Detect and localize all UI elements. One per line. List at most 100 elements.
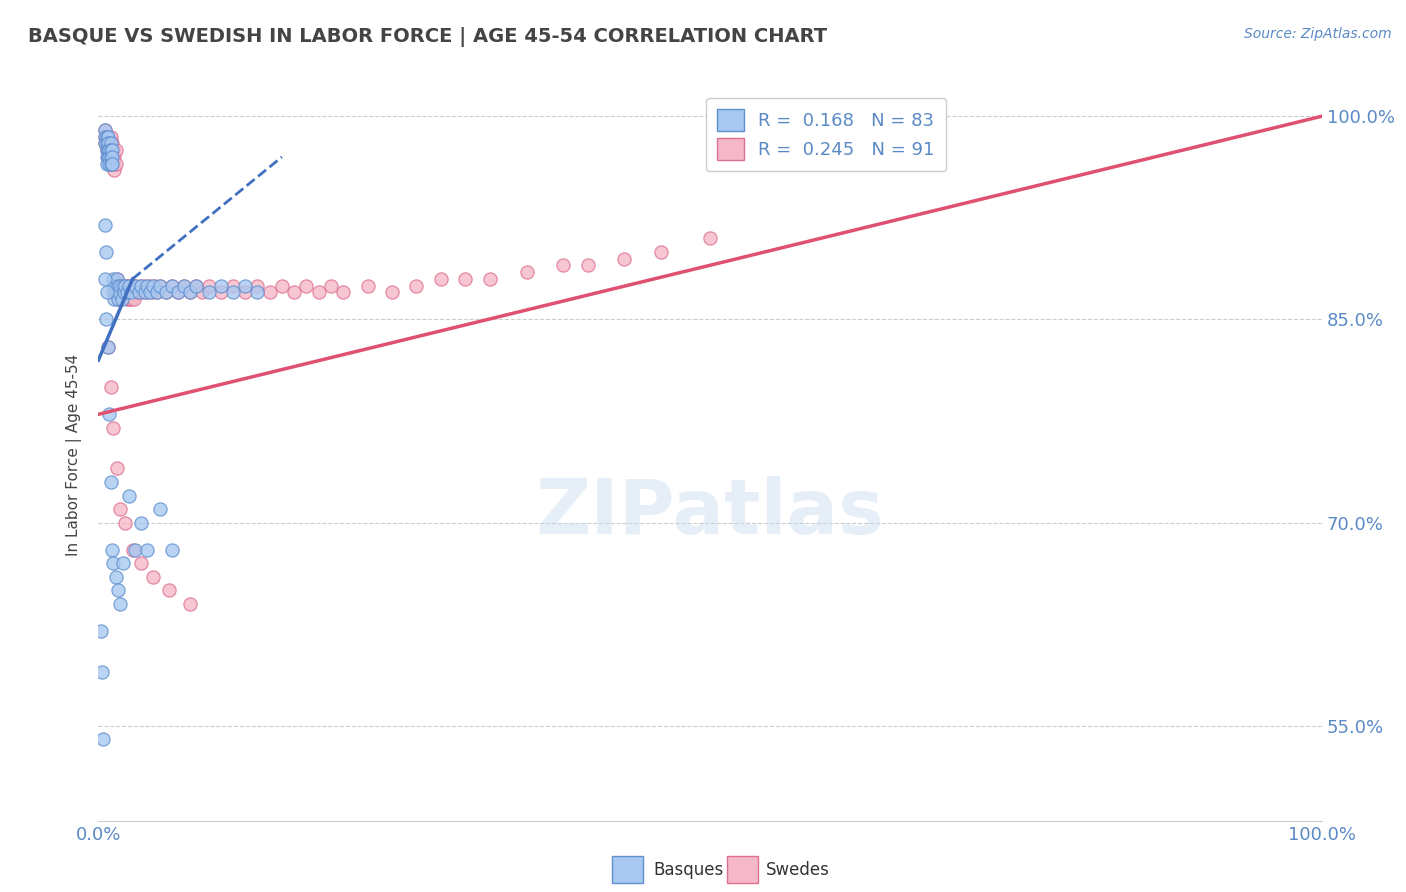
Point <box>97 150 120 164</box>
Point <box>97 340 120 354</box>
Point <box>179 597 201 611</box>
Point <box>142 570 165 584</box>
Point <box>111 292 134 306</box>
Point <box>122 292 145 306</box>
Point <box>103 278 125 293</box>
Point <box>97 136 120 151</box>
Point <box>129 278 152 293</box>
Point <box>98 407 121 421</box>
Point <box>179 285 201 300</box>
Point <box>650 244 672 259</box>
Point <box>93 129 115 144</box>
Point <box>120 285 142 300</box>
Point <box>134 285 156 300</box>
Point <box>94 312 117 326</box>
Point <box>173 278 195 293</box>
Point <box>96 136 118 151</box>
Point <box>93 272 115 286</box>
Y-axis label: In Labor Force | Age 45-54: In Labor Force | Age 45-54 <box>66 354 83 556</box>
Point <box>107 278 129 293</box>
Point <box>136 285 159 300</box>
Point <box>167 285 190 300</box>
Text: Swedes: Swedes <box>766 861 830 879</box>
Point <box>101 150 124 164</box>
Point <box>129 516 152 530</box>
Point <box>98 143 121 157</box>
Point <box>120 292 142 306</box>
Point <box>97 143 120 157</box>
Point <box>179 285 201 300</box>
Point <box>101 157 124 171</box>
Point <box>699 231 721 245</box>
Point <box>101 285 124 300</box>
Point <box>105 285 128 300</box>
Text: BASQUE VS SWEDISH IN LABOR FORCE | AGE 45-54 CORRELATION CHART: BASQUE VS SWEDISH IN LABOR FORCE | AGE 4… <box>28 27 827 46</box>
Point <box>108 285 131 300</box>
Point <box>121 278 143 293</box>
Point <box>100 475 122 489</box>
Point <box>98 150 121 164</box>
Point <box>283 285 305 300</box>
Point <box>118 278 141 293</box>
Point <box>96 143 118 157</box>
Point <box>100 157 122 171</box>
Point <box>111 278 134 293</box>
Point <box>186 278 208 293</box>
Point <box>97 129 120 144</box>
Point <box>197 278 219 293</box>
Point <box>270 278 294 293</box>
Point <box>136 542 159 557</box>
Point <box>101 556 124 570</box>
Point <box>96 285 118 300</box>
Point <box>259 285 281 300</box>
Point <box>246 278 269 293</box>
Point <box>98 157 121 171</box>
Point <box>155 285 177 300</box>
Point <box>107 292 129 306</box>
Point <box>97 129 120 144</box>
Point <box>93 129 115 144</box>
Point <box>129 278 152 293</box>
Point <box>124 278 146 293</box>
Point <box>97 136 120 151</box>
Point <box>108 278 131 293</box>
Point <box>478 272 501 286</box>
Point <box>222 278 245 293</box>
Point <box>111 278 134 293</box>
Point <box>209 285 232 300</box>
Point <box>149 278 172 293</box>
Point <box>515 265 537 279</box>
Point <box>93 218 115 232</box>
Point <box>100 150 122 164</box>
Point <box>405 278 427 293</box>
Point <box>146 285 169 300</box>
Point <box>131 285 153 300</box>
Point <box>142 278 165 293</box>
Point <box>454 272 477 286</box>
Point <box>141 285 163 300</box>
Point <box>381 285 404 300</box>
Point <box>173 278 195 293</box>
Point <box>115 292 138 306</box>
Point <box>613 252 636 266</box>
Point <box>110 597 132 611</box>
Point <box>103 163 125 178</box>
Point <box>94 244 117 259</box>
Point <box>120 278 142 293</box>
Point <box>576 258 599 272</box>
Point <box>308 285 330 300</box>
Point <box>105 461 128 475</box>
Point <box>118 292 141 306</box>
Point <box>222 285 245 300</box>
Point <box>160 278 183 293</box>
Point <box>93 136 115 151</box>
Text: ZIPatlas: ZIPatlas <box>536 476 884 550</box>
Point <box>233 285 256 300</box>
Point <box>197 285 219 300</box>
Point <box>186 278 208 293</box>
Point <box>209 278 232 293</box>
Point <box>97 340 120 354</box>
Point <box>101 150 124 164</box>
Point <box>127 285 149 300</box>
Point <box>160 542 183 557</box>
